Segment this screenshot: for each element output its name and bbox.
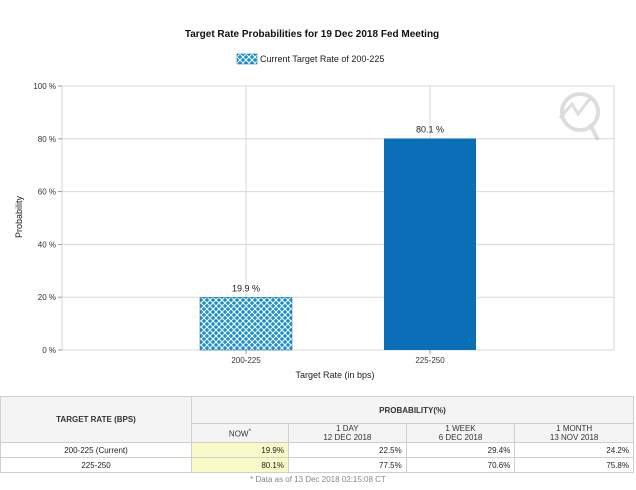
bar-200-225 — [199, 297, 293, 351]
now-cell: 80.1% — [191, 457, 289, 473]
one-month-cell: 75.8% — [514, 457, 634, 473]
bar-value-label: 19.9 % — [232, 283, 260, 293]
bar-value-label: 80.1 % — [416, 125, 444, 135]
one-day-cell: 77.5% — [288, 457, 407, 473]
one-month-cell: 24.2% — [514, 442, 634, 458]
y-tick-label: 60 % — [38, 188, 56, 197]
one-month-column-header: 1 MONTH 13 NOV 2018 — [514, 423, 634, 443]
now-asterisk: * — [248, 428, 252, 436]
rate-cell: 200-225 (Current) — [0, 442, 192, 458]
now-cell: 19.9% — [191, 442, 289, 458]
table-row: 225-250 80.1% 77.5% 70.6% 75.8% — [0, 457, 634, 473]
one-week-cell: 70.6% — [405, 457, 516, 473]
x-axis-title: Target Rate (in bps) — [295, 370, 374, 380]
bar-series: 19.9 % 80.1 % — [199, 125, 476, 351]
one-day-label: 1 DAY — [336, 424, 359, 433]
one-week-cell: 29.4% — [405, 442, 516, 458]
y-tick-label: 20 % — [38, 293, 56, 302]
plot-area — [61, 85, 615, 351]
x-tick-label: 225-250 — [415, 356, 445, 365]
one-week-label: 1 WEEK — [445, 424, 476, 433]
target-rate-header: TARGET RATE (BPS) — [0, 396, 192, 443]
probability-table: TARGET RATE (BPS) PROBABILITY(%) NOW* 1 … — [0, 396, 634, 473]
one-day-column-header: 1 DAY 12 DEC 2018 — [288, 423, 407, 443]
one-week-date: 6 DEC 2018 — [438, 433, 483, 442]
y-tick-label: 100 % — [33, 82, 56, 91]
bar-225-250 — [384, 138, 476, 350]
one-day-date: 12 DEC 2018 — [323, 433, 372, 442]
y-tick-label: 40 % — [38, 240, 56, 249]
one-week-column-header: 1 WEEK 6 DEC 2018 — [405, 423, 516, 443]
y-tick-label: 0 % — [42, 346, 56, 355]
one-month-label: 1 MONTH — [556, 424, 593, 433]
y-axis-ticks: 0 % 20 % 40 % 60 % 80 % 100 % — [33, 82, 62, 355]
probability-chart: Target Rate Probabilities for 19 Dec 201… — [14, 29, 615, 380]
x-tick-label: 200-225 — [231, 356, 261, 365]
watermark-logo-icon — [558, 92, 600, 141]
x-axis-ticks: 200-225 225-250 — [231, 350, 445, 365]
chart-gridlines — [61, 85, 615, 351]
probability-header: PROBABILITY(%) — [191, 396, 634, 424]
one-month-date: 13 NOV 2018 — [549, 433, 599, 442]
legend-label: Current Target Rate of 200-225 — [260, 54, 384, 64]
legend-swatch — [236, 53, 258, 65]
one-day-cell: 22.5% — [288, 442, 407, 458]
rate-cell: 225-250 — [0, 457, 192, 473]
now-label: NOW — [228, 429, 249, 439]
y-axis-title: Probability — [14, 195, 24, 238]
now-column-header: NOW* — [191, 423, 289, 443]
chart-title: Target Rate Probabilities for 19 Dec 201… — [185, 29, 439, 40]
y-tick-label: 80 % — [38, 135, 56, 144]
table-row: 200-225 (Current) 19.9% 22.5% 29.4% 24.2… — [0, 442, 634, 458]
data-footnote: * Data as of 13 Dec 2018 02:15:08 CT — [250, 475, 386, 484]
